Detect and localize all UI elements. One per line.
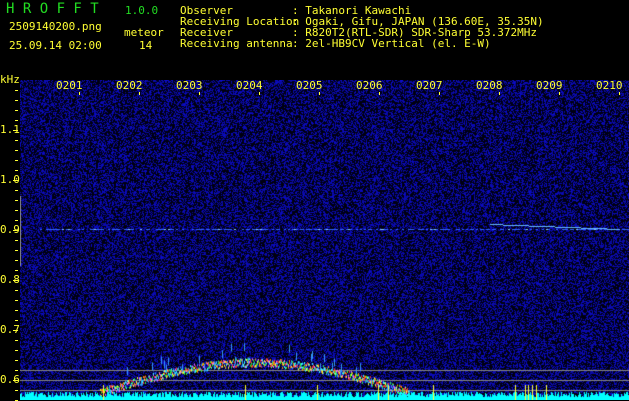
- y-tick-mark: [15, 250, 18, 251]
- y-tick-mark: [15, 340, 18, 341]
- y-tick-mark: [15, 270, 18, 271]
- meteor-count: 14: [139, 39, 153, 52]
- y-tick-mark: [15, 90, 18, 91]
- x-tick-mark: [559, 92, 560, 95]
- file-datetime: 25.09.14 02:00: [9, 39, 102, 52]
- y-tick-mark: [15, 240, 18, 241]
- x-tick-label: 0205: [296, 79, 323, 92]
- y-tick-mark: [15, 190, 18, 191]
- x-tick-label: 0206: [356, 79, 383, 92]
- y-tick-mark: [13, 330, 18, 331]
- info-label: Receiving Location: [180, 15, 300, 28]
- info-value: : Takanori Kawachi: [292, 4, 412, 17]
- y-tick-mark: [15, 220, 18, 221]
- x-tick-label: 0203: [176, 79, 203, 92]
- y-tick-mark: [13, 180, 18, 181]
- y-tick-mark: [15, 290, 18, 291]
- y-tick-label: 1.0: [0, 173, 20, 186]
- y-tick-mark: [15, 350, 18, 351]
- app-version: 1.0.0: [125, 4, 159, 17]
- x-tick-label: 0202: [116, 79, 143, 92]
- info-value: : R820T2(RTL-SDR) SDR-Sharp 53.372MHz: [292, 26, 538, 39]
- y-tick-mark: [13, 230, 18, 231]
- x-tick-mark: [199, 92, 200, 95]
- y-unit-label: kHz: [0, 73, 20, 86]
- info-label: Receiver: [180, 26, 233, 39]
- info-value: : Ogaki, Gifu, JAPAN (136.60E, 35.35N): [292, 15, 544, 28]
- x-tick-mark: [79, 92, 80, 95]
- x-tick-label: 0209: [536, 79, 563, 92]
- info-value: : 2el-HB9CV Vertical (el. E-W): [292, 37, 491, 50]
- spectrogram: [20, 80, 629, 400]
- x-tick-mark: [259, 92, 260, 95]
- app-logo: H R O F F T: [6, 1, 99, 17]
- x-tick-label: 0201: [56, 79, 83, 92]
- y-tick-label: 1.1: [0, 123, 20, 136]
- y-tick-mark: [15, 370, 18, 371]
- info-label: Observer: [180, 4, 233, 17]
- y-tick-mark: [15, 110, 18, 111]
- y-tick-mark: [15, 210, 18, 211]
- x-tick-mark: [439, 92, 440, 95]
- y-tick-label: 0.8: [0, 273, 20, 286]
- x-tick-mark: [319, 92, 320, 95]
- y-tick-mark: [15, 300, 18, 301]
- x-tick-label: 0207: [416, 79, 443, 92]
- x-tick-label: 0204: [236, 79, 263, 92]
- info-label: Receiving antenna: [180, 37, 293, 50]
- y-tick-mark: [15, 320, 18, 321]
- y-tick-mark: [15, 260, 18, 261]
- y-tick-mark: [15, 390, 18, 391]
- y-tick-mark: [15, 150, 18, 151]
- y-tick-mark: [15, 120, 18, 121]
- y-tick-mark: [15, 140, 18, 141]
- x-tick-label: 0210: [596, 79, 623, 92]
- y-tick-mark: [13, 280, 18, 281]
- y-tick-label: 0.6: [0, 373, 20, 386]
- y-tick-mark: [15, 160, 18, 161]
- y-tick-mark: [15, 100, 18, 101]
- y-tick-mark: [15, 310, 18, 311]
- x-tick-mark: [499, 92, 500, 95]
- y-tick-mark: [15, 170, 18, 171]
- meteor-label: meteor: [124, 26, 164, 39]
- y-tick-mark: [15, 360, 18, 361]
- x-tick-mark: [379, 92, 380, 95]
- y-tick-mark: [13, 380, 18, 381]
- file-name: 2509140200.png: [9, 20, 102, 33]
- y-tick-label: 0.9: [0, 223, 20, 236]
- y-tick-mark: [13, 130, 18, 131]
- x-tick-mark: [139, 92, 140, 95]
- x-tick-mark: [619, 92, 620, 95]
- x-tick-label: 0208: [476, 79, 503, 92]
- y-tick-mark: [15, 200, 18, 201]
- y-tick-label: 0.7: [0, 323, 20, 336]
